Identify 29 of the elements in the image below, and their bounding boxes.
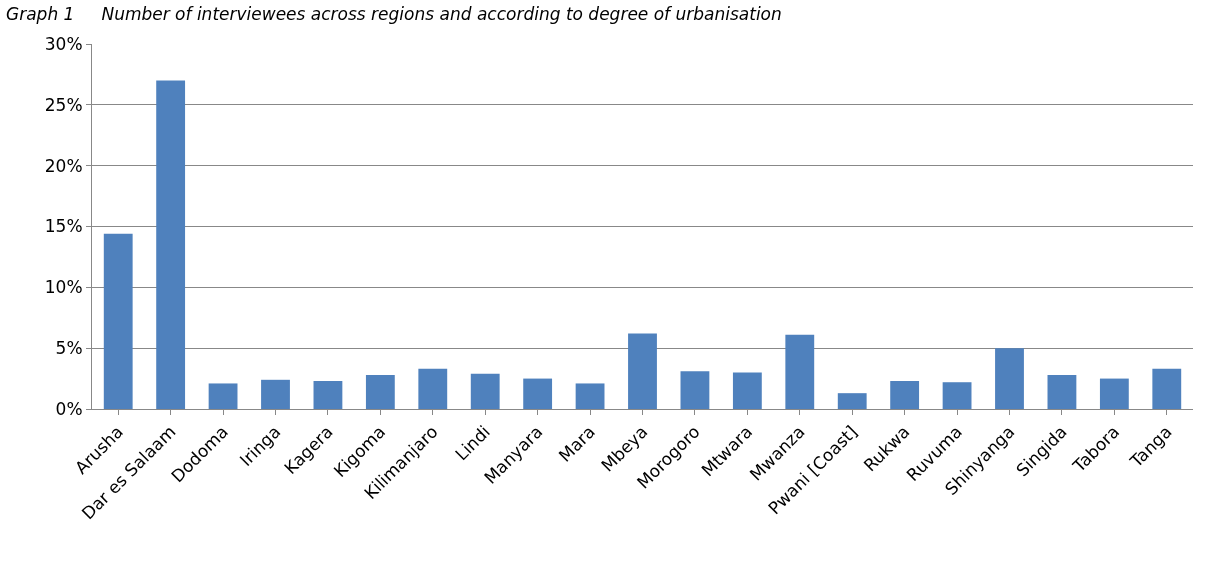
bar (575, 383, 605, 409)
y-tick-label: 20% (44, 155, 83, 176)
bar (628, 333, 657, 409)
chart-title: Graph 1 Number of interviewees across regions and according to degree of urbanisation (6, 4, 782, 25)
y-tick-label: 25% (44, 94, 83, 115)
bar (837, 393, 867, 409)
bar (1047, 374, 1077, 409)
bar (103, 233, 133, 409)
bar (995, 348, 1024, 409)
bar (313, 381, 343, 409)
bar (1152, 368, 1182, 409)
y-tick-label: 15% (44, 216, 83, 237)
bar (365, 374, 395, 409)
bar (418, 368, 448, 409)
y-tick-label: 10% (44, 277, 83, 298)
bar (942, 382, 972, 409)
bar (208, 383, 238, 409)
bar (680, 371, 710, 409)
bar (470, 373, 500, 409)
bar (1099, 378, 1129, 409)
bar (890, 381, 920, 409)
bar (261, 379, 290, 409)
y-tick-label: 0% (55, 398, 83, 419)
bar (732, 372, 762, 409)
bar (785, 334, 815, 409)
bar (156, 80, 186, 409)
y-tick-label: 30% (44, 33, 83, 54)
y-tick-label: 5% (55, 338, 83, 359)
bar (523, 378, 553, 409)
